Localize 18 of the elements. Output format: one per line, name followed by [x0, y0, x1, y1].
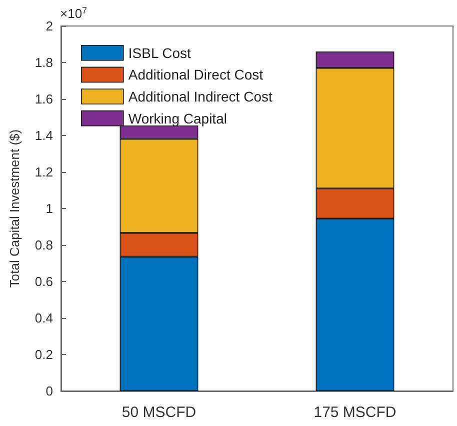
y-tick-label: 0 — [46, 384, 53, 398]
legend-label: Additional Indirect Cost — [128, 88, 272, 104]
legend-label: Additional Direct Cost — [128, 66, 264, 83]
y-tick-label: 2 — [46, 18, 53, 34]
y-tick-label: 1.2 — [34, 164, 53, 180]
y-tick-label: 0.6 — [34, 274, 53, 289]
x-tick-label: 50 MSCFD — [122, 404, 196, 421]
y-tick-label: 1.8 — [34, 55, 53, 70]
legend-label: ISBL Cost — [128, 44, 192, 61]
legend-label: Working Capital — [128, 110, 227, 126]
x-tick-label: 175 MSCFD — [314, 404, 396, 421]
y-tick-label: 1 — [46, 201, 53, 216]
y-tick-label: 1.4 — [34, 128, 53, 143]
y-tick-label: 0.8 — [34, 238, 53, 252]
y-tick-label: 1.6 — [34, 92, 53, 106]
y-tick-label: 0.2 — [34, 347, 53, 362]
y-tick-label: 0.4 — [34, 310, 53, 326]
y-axis-title: Total Capital Investment ($) — [7, 129, 22, 288]
